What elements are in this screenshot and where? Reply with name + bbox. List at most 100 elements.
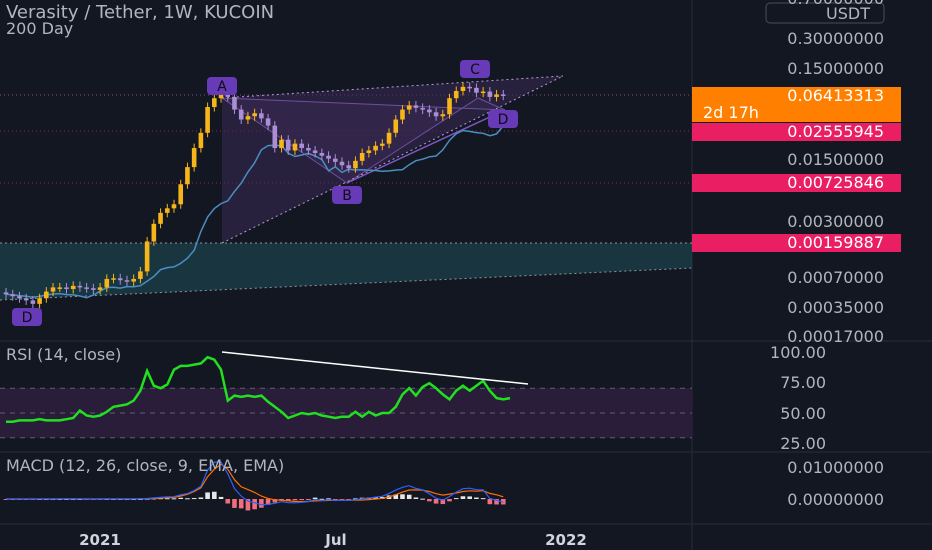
price-tick: 0.15000000 (787, 59, 884, 78)
price-tag-value: 0.02555945 (787, 122, 884, 141)
macd-histogram-bar (158, 498, 163, 500)
pattern-point-text: D (498, 112, 509, 128)
price-tag-bg (692, 234, 901, 252)
candle-body (97, 287, 103, 290)
candle-body (84, 287, 89, 289)
candle-body (57, 287, 63, 289)
macd-histogram-bar (272, 499, 278, 503)
candle-body (413, 105, 419, 108)
candle-body (245, 116, 251, 120)
macd-histogram-bar (474, 497, 479, 499)
candle-body (70, 285, 76, 290)
candle-body (10, 294, 16, 297)
macd-histogram-bar (178, 497, 184, 499)
candle-body (37, 298, 42, 304)
rsi-line (6, 355, 511, 423)
macd-histogram-bar (373, 497, 378, 499)
candle-body (500, 94, 506, 96)
macd-histogram-bar (292, 499, 298, 501)
rsi-tick: 75.00 (780, 373, 826, 392)
candle-body (111, 278, 116, 280)
pattern-point-box (488, 110, 518, 128)
price-tag-value: 0.00159887 (787, 233, 884, 252)
pattern-lower-line (221, 75, 564, 244)
candle-body (178, 184, 184, 205)
macd-histogram-bar (171, 498, 177, 500)
pattern-point-text: A (217, 79, 227, 95)
time-label-2021: 2021 (79, 531, 121, 549)
price-tag-countdown: 2d 17h (703, 103, 759, 122)
candle-body (259, 113, 264, 119)
macd-histogram-bar (460, 496, 466, 499)
macd-histogram-bar (265, 499, 271, 505)
macd-histogram-bar (467, 496, 472, 499)
macd-histogram-bar (232, 499, 237, 508)
candle-body (104, 278, 110, 288)
macd-histogram-bar (285, 499, 291, 501)
candle-body (232, 96, 237, 110)
candle-body (366, 150, 372, 153)
macd-histogram-bar (480, 498, 486, 500)
candle-body (3, 292, 9, 295)
time-label-2022: 2022 (545, 531, 587, 549)
candle-body (312, 150, 318, 153)
pattern-layer (220, 75, 564, 244)
candle-body (467, 86, 472, 89)
candle-body (17, 296, 22, 299)
candle-body (151, 223, 157, 242)
price-tick: 0.00070000 (787, 268, 884, 287)
rsi-tick: 100.00 (770, 343, 826, 362)
candle-body (440, 114, 446, 117)
price-tick: 0.00035000 (787, 298, 884, 317)
pattern-point-label: D (12, 308, 42, 326)
price-tick: 0.70000000 (787, 0, 884, 8)
macd-histogram-bar (279, 499, 284, 501)
candle-body (427, 109, 432, 113)
candle-body (144, 241, 150, 272)
candle-body (252, 113, 257, 117)
candle-body (30, 300, 36, 304)
pattern-point-label: B (332, 186, 362, 204)
pattern-point-box (12, 308, 42, 326)
candle-body (91, 288, 96, 290)
price-tag: 0.06413313 2d 17h (692, 86, 901, 122)
macd-histogram-bar (252, 499, 257, 510)
price-tick: 0.30000000 (787, 29, 884, 48)
macd-histogram-bar (406, 494, 412, 499)
candle-body (292, 143, 298, 151)
candle-body (198, 132, 204, 149)
macd-title: MACD (12, 26, close, 9, EMA, EMA) (6, 456, 284, 475)
candle-body (359, 153, 365, 161)
macd-histogram-bar (332, 499, 338, 500)
pattern-point-text: C (470, 62, 480, 78)
macd-tick: 0.00000000 (787, 490, 884, 509)
candle-body (272, 125, 278, 149)
macd-pane: 0.01000000 0.00000000 (3, 458, 884, 511)
macd-histogram-bar (225, 499, 231, 504)
candle-body (420, 107, 425, 110)
price-tag-value: 0.00725846 (787, 173, 884, 192)
macd-tick: 0.01000000 (787, 458, 884, 477)
macd-histogram-bar (191, 498, 197, 500)
macd-histogram-bar (205, 492, 210, 499)
candle-body (131, 278, 136, 282)
macd-histogram-bar (185, 498, 190, 500)
candle-body (447, 98, 452, 115)
candle-body (380, 143, 385, 146)
macd-histogram-bar (312, 497, 318, 499)
rsi-tick: 25.00 (780, 434, 826, 453)
rsi-title: RSI (14, close) (6, 345, 121, 364)
candle-body (77, 285, 83, 288)
rsi-band (0, 388, 692, 438)
macd-histogram-bar (299, 499, 304, 500)
support-zone (0, 243, 692, 300)
price-tag-bg (692, 87, 901, 122)
macd-histogram-bar (427, 499, 432, 502)
candle-body (64, 287, 69, 290)
rsi-tick: 50.00 (780, 404, 826, 423)
rsi-divergence-line (221, 351, 529, 385)
candle-body (50, 287, 56, 292)
price-tick: 0.00017000 (787, 327, 884, 346)
